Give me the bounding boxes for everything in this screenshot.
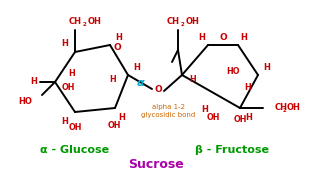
Text: H: H [134,64,140,73]
Text: H: H [61,116,68,125]
Text: 2: 2 [83,22,87,26]
Text: H: H [69,68,76,77]
Text: H: H [31,77,37,87]
Text: H: H [115,33,122,42]
Text: β - Fructose: β - Fructose [195,145,269,155]
Text: glycosidic bond: glycosidic bond [141,112,195,118]
Text: HO: HO [18,98,32,106]
Text: OH: OH [107,122,121,130]
Text: H: H [61,39,68,47]
Text: 2: 2 [181,22,185,26]
Text: H: H [264,64,271,73]
Text: O: O [113,43,121,53]
Text: O: O [219,33,227,43]
Text: Sucrose: Sucrose [128,159,184,171]
Text: H: H [241,33,247,42]
Text: OH: OH [186,18,200,26]
Text: OH: OH [233,115,247,125]
Text: OH: OH [61,84,75,92]
Text: CH: CH [275,104,288,112]
Text: H: H [246,114,252,122]
Text: H: H [119,114,125,122]
Text: α: α [136,78,144,88]
Text: H: H [245,84,251,92]
Text: H: H [190,75,196,84]
Text: alpha 1-2: alpha 1-2 [152,104,184,110]
Text: H: H [110,75,116,84]
Text: OH: OH [88,18,102,26]
Text: α - Glucose: α - Glucose [41,145,110,155]
Text: OH: OH [287,104,301,112]
Text: OH: OH [206,114,220,122]
Text: HO: HO [226,67,240,77]
Text: CH: CH [69,18,81,26]
Text: CH: CH [167,18,179,26]
Text: O: O [154,85,162,94]
Text: OH: OH [68,123,82,132]
Text: 2: 2 [283,108,287,112]
Text: H: H [202,105,208,115]
Text: H: H [198,33,205,42]
